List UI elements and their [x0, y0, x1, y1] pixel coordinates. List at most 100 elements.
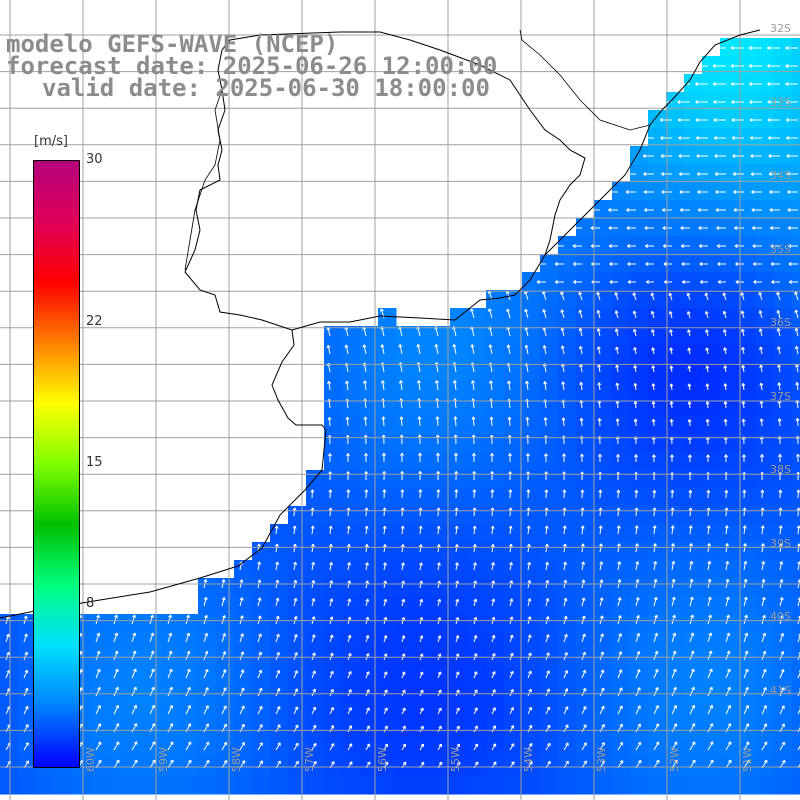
wind-arrow: [562, 381, 565, 391]
wind-arrowhead: [524, 309, 526, 313]
wind-arrowhead: [744, 614, 748, 618]
wind-arrowhead: [259, 760, 263, 763]
wind-speed-cell: [684, 542, 703, 561]
wind-arrow: [725, 741, 732, 751]
wind-arrowhead: [761, 543, 764, 547]
wind-arrow: [797, 561, 800, 571]
wind-arrow: [365, 671, 370, 679]
wind-arrowhead: [745, 686, 749, 690]
wind-arrow: [616, 364, 619, 373]
wind-speed-cell: [720, 182, 739, 201]
wind-arrowhead: [546, 670, 550, 673]
wind-speed-cell: [702, 272, 721, 291]
wind-arrowhead: [743, 596, 747, 600]
wind-arrowhead: [257, 561, 260, 565]
wind-arrow: [742, 383, 745, 391]
wind-arrow: [365, 689, 370, 697]
wind-arrow: [473, 743, 478, 751]
wind-arrow: [149, 632, 154, 643]
wind-speed-cell: [270, 704, 289, 723]
wind-arrow: [149, 705, 155, 715]
wind-arrow: [652, 365, 655, 373]
wind-speed-cell: [594, 650, 613, 669]
wind-speed-cell: [270, 632, 289, 651]
wind-arrowhead: [186, 650, 190, 654]
wind-arrowhead: [600, 651, 604, 655]
wind-arrowhead: [691, 704, 695, 708]
wind-arrowhead: [114, 614, 118, 618]
latitude-label: 34S: [770, 169, 791, 182]
wind-arrow: [329, 598, 333, 607]
wind-arrow: [346, 398, 349, 409]
wind-speed-cell: [468, 488, 487, 507]
wind-arrow: [581, 597, 585, 607]
wind-arrowhead: [382, 525, 386, 529]
wind-speed-cell: [522, 668, 541, 687]
wind-arrowhead: [383, 671, 387, 674]
wind-arrow: [617, 615, 622, 625]
wind-arrow: [327, 345, 331, 355]
wind-speed-cell: [738, 776, 757, 795]
wind-speed-cell: [540, 416, 559, 435]
wind-speed-cell: [756, 200, 775, 219]
wind-arrow: [778, 382, 781, 391]
wind-arrowhead: [705, 454, 709, 458]
wind-arrow: [527, 707, 532, 715]
wind-speed-cell: [738, 326, 757, 345]
wind-speed-cell: [738, 164, 757, 183]
wind-arrow: [419, 544, 422, 553]
wind-speed-cell: [324, 686, 343, 705]
wind-speed-cell: [360, 578, 379, 597]
wind-speed-cell: [450, 524, 469, 543]
wind-speed-cell: [504, 380, 523, 399]
wind-arrowhead: [652, 489, 655, 493]
wind-speed-cell: [702, 128, 721, 147]
wind-speed-cell: [630, 308, 649, 327]
wind-speed-cell: [396, 650, 415, 669]
wind-arrow: [364, 380, 367, 391]
wind-speed-cell: [414, 470, 433, 489]
wind-arrow: [5, 634, 10, 643]
wind-arrow: [347, 671, 352, 679]
wind-arrowhead: [781, 741, 785, 745]
wind-arrowhead: [257, 579, 261, 583]
wind-arrowhead: [599, 615, 603, 619]
wind-speed-cell: [234, 722, 253, 741]
wind-arrowhead: [186, 632, 190, 636]
wind-arrow: [724, 347, 727, 355]
wind-arrowhead: [365, 634, 369, 638]
wind-arrowhead: [328, 525, 332, 529]
wind-arrow: [401, 562, 404, 571]
wind-arrow: [5, 706, 11, 715]
wind-speed-cell: [378, 524, 397, 543]
wind-arrow: [779, 525, 782, 535]
wind-arrowhead: [311, 634, 315, 638]
wind-arrowhead: [786, 155, 790, 158]
wind-speed-cell: [702, 326, 721, 345]
wind-arrowhead: [399, 452, 403, 456]
wind-speed-cell: [594, 416, 613, 435]
wind-arrow: [671, 632, 676, 643]
wind-arrow: [382, 380, 385, 391]
wind-speed-cell: [774, 740, 793, 759]
wind-speed-cell: [738, 614, 757, 633]
wind-arrowhead: [276, 706, 280, 709]
wind-arrowhead: [626, 209, 630, 212]
wind-arrowhead: [669, 401, 672, 405]
wind-arrowhead: [689, 543, 692, 547]
wind-speed-cell: [306, 578, 325, 597]
wind-arrow: [634, 418, 637, 427]
wind-arrowhead: [471, 452, 475, 456]
wind-arrow: [401, 743, 406, 751]
wind-speed-cell: [558, 686, 577, 705]
wind-speed-cell: [666, 452, 685, 471]
wind-arrow: [760, 382, 763, 391]
latitude-label: 37S: [770, 389, 791, 403]
wind-speed-cell: [630, 614, 649, 633]
wind-arrow: [293, 688, 298, 697]
wind-arrowhead: [276, 651, 280, 655]
wind-arrow: [436, 398, 439, 409]
wind-speed-cell: [738, 470, 757, 489]
wind-arrowhead: [614, 310, 617, 314]
wind-speed-cell: [198, 722, 217, 741]
